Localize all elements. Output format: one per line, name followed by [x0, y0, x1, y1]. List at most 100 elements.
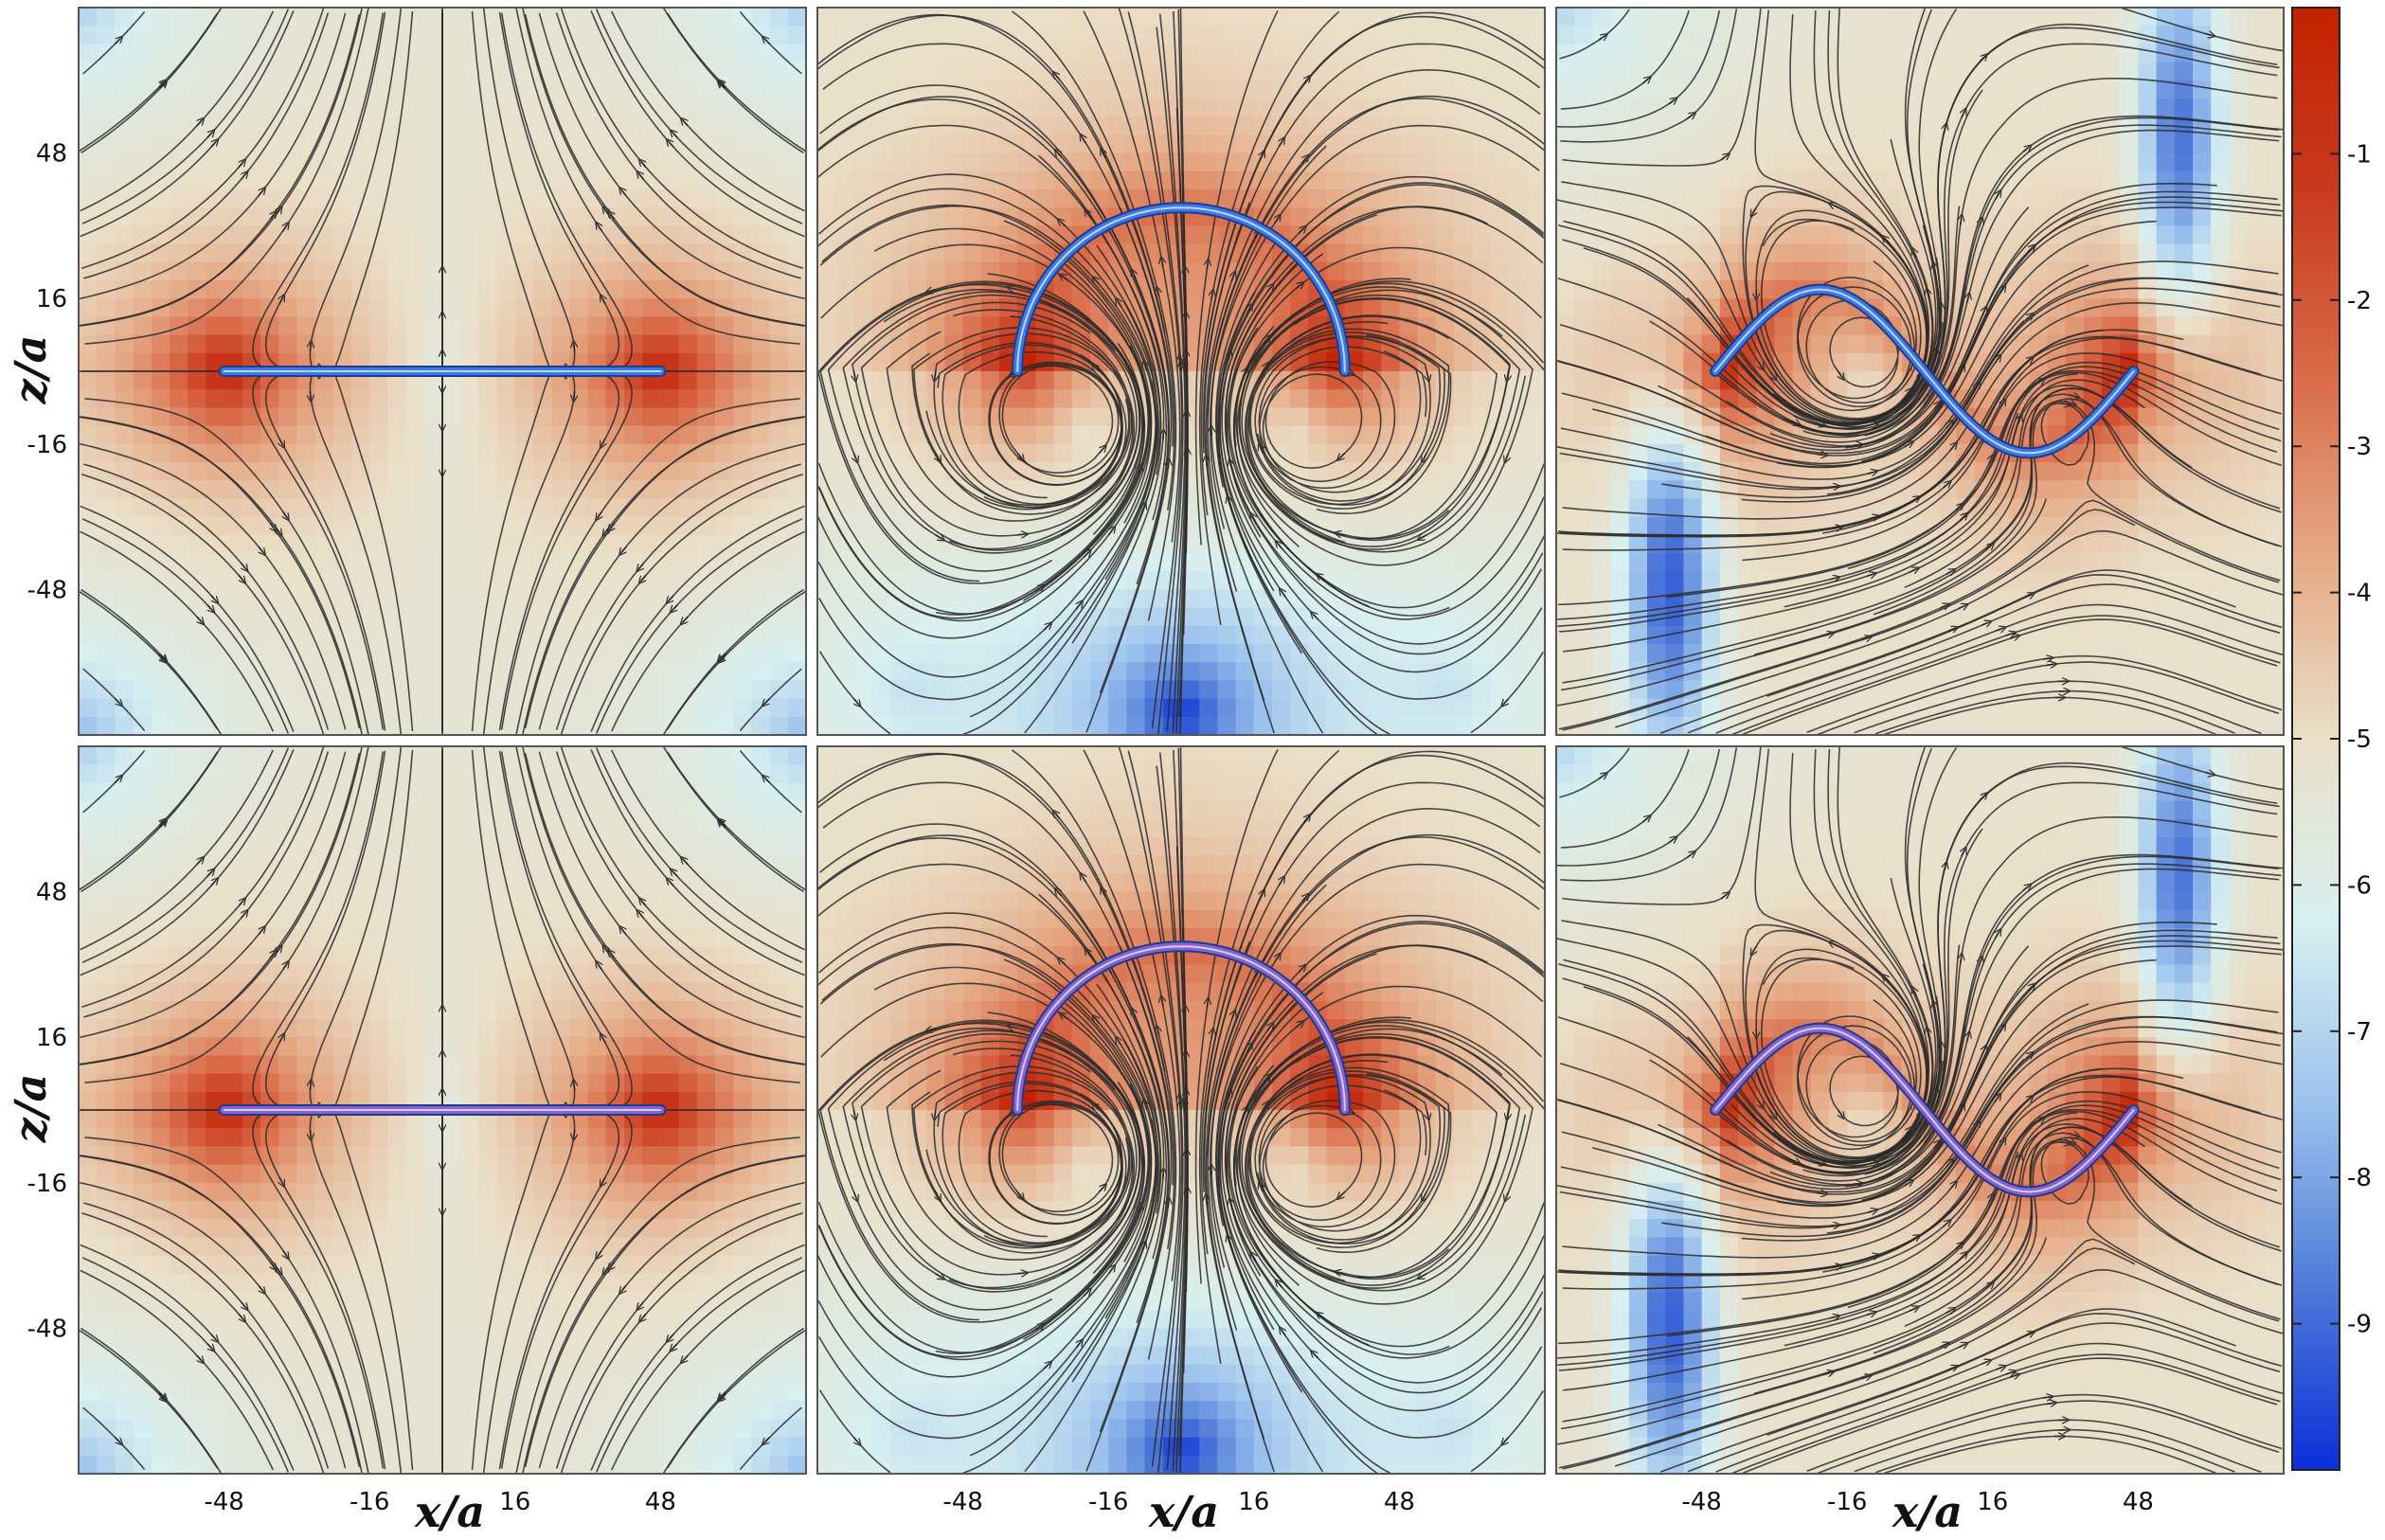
streamline-arrow [853, 370, 855, 379]
streamline-arrow [1279, 879, 1282, 886]
streamline [560, 1211, 803, 1474]
streamline [1198, 10, 1340, 626]
streamline-arrow [1758, 360, 1762, 367]
streamline-arrow [206, 1343, 212, 1350]
streamline-arrow [621, 190, 626, 197]
streamline-arrow [1337, 533, 1345, 535]
streamline [610, 530, 805, 732]
streamline-arrow [1278, 544, 1282, 550]
streamline-arrow [196, 1354, 202, 1361]
streamline-arrow [1982, 310, 1985, 316]
streamline [80, 1181, 347, 1469]
streamline-arrow [601, 1176, 605, 1184]
streamline [1560, 747, 1738, 882]
streamline-arrow [669, 142, 674, 148]
streamline [1556, 182, 2217, 455]
streamline-arrow [259, 190, 263, 197]
streamline [1666, 1108, 2278, 1337]
streamline-arrow [279, 1176, 283, 1184]
streamline-arrow [1904, 1182, 1911, 1186]
streamline-arrow [1996, 628, 2002, 631]
streamline [1194, 9, 1279, 546]
streamline [1024, 893, 1165, 1473]
streamline-arrow [1298, 967, 1303, 973]
streamline-arrow [1598, 36, 1605, 41]
streamline [81, 746, 325, 1009]
streamline-arrow [279, 1036, 283, 1044]
streamline-arrow [1829, 578, 1838, 580]
streamline [1556, 748, 1721, 867]
streamline-arrow [1426, 370, 1428, 379]
streamline-arrow [1339, 452, 1346, 457]
z-tick-label: 16 [36, 1024, 67, 1052]
streamline-arrow [270, 1261, 275, 1267]
streamline-arrow [1928, 292, 1929, 299]
streamline-arrow [2027, 247, 2034, 253]
streamline [1085, 206, 1173, 733]
streamline-arrow [1906, 1129, 1910, 1136]
streamline-arrow [283, 510, 287, 517]
panel-frame [1555, 745, 2285, 1475]
streamline [1714, 9, 1958, 436]
panel-r0-c1 [816, 7, 1546, 736]
streamline [1731, 615, 2281, 735]
streamline-arrow [1996, 1367, 2002, 1370]
streamline [822, 43, 1175, 447]
streamline-arrow [1918, 1114, 1921, 1121]
streamline [1209, 124, 1540, 529]
streamline-arrow [1103, 890, 1105, 898]
streamline-arrow [1752, 945, 1756, 953]
streamline-arrow [1866, 1313, 1874, 1315]
streamline-arrow [1909, 569, 1916, 572]
x-tick-label: -16 [1088, 1488, 1128, 1516]
streamline-arrow [641, 901, 646, 907]
panel-content [817, 8, 1545, 735]
streamline [1556, 9, 1721, 128]
streamline-arrow [574, 1083, 575, 1091]
streamline-arrow [239, 901, 243, 907]
streamline-arrow [1095, 1018, 1100, 1024]
streamline-arrow [1231, 1013, 1234, 1021]
streamline-arrow [1133, 1011, 1136, 1018]
streamline-arrow [259, 1284, 263, 1291]
streamline-arrow [1055, 74, 1060, 81]
streamline-arrow [1885, 238, 1891, 244]
streamline-arrow [1939, 605, 1946, 608]
streamline [1847, 1110, 2283, 1309]
streamline-arrow [279, 297, 283, 305]
streamline-arrow [1909, 1308, 1916, 1311]
streamline-arrow [641, 574, 646, 581]
streamline [560, 473, 803, 735]
streamline [1884, 1435, 2217, 1474]
streamline [1560, 1126, 2281, 1430]
streamline-arrow [764, 1437, 771, 1442]
streamline-arrow [641, 1313, 646, 1319]
streamline-arrow [610, 522, 615, 528]
streamline-arrow [669, 595, 674, 601]
panel-r0-c0: 48 16 -16 -48 [27, 7, 807, 736]
streamline [522, 416, 806, 735]
streamline-arrow [1267, 1025, 1272, 1031]
streamline-arrow [1062, 1014, 1068, 1018]
streamline-arrow [1098, 448, 1104, 454]
streamline [538, 442, 805, 730]
streamline-arrow [601, 297, 605, 305]
streamline [1225, 953, 1545, 1384]
streamline-arrow [1082, 136, 1085, 144]
streamline-arrow [1318, 576, 1325, 581]
streamline [80, 1269, 275, 1471]
streamline-arrow [1504, 698, 1510, 705]
streamline-arrow [2024, 1098, 2031, 1102]
streamline-arrow [1838, 1109, 1842, 1116]
streamline-arrow [853, 698, 858, 705]
streamline-arrow [1304, 816, 1309, 823]
streamline-arrow [1981, 622, 1988, 625]
streamline-arrow [242, 1301, 246, 1308]
colorbar-tick-label: -4 [2347, 580, 2372, 608]
streamlines [1556, 746, 2284, 1474]
streamline [1766, 574, 2283, 697]
streamline [81, 1211, 325, 1474]
streamline-arrow [2024, 1334, 2032, 1336]
streamline-arrow [1264, 1077, 1268, 1083]
streamline-arrow [206, 133, 212, 138]
